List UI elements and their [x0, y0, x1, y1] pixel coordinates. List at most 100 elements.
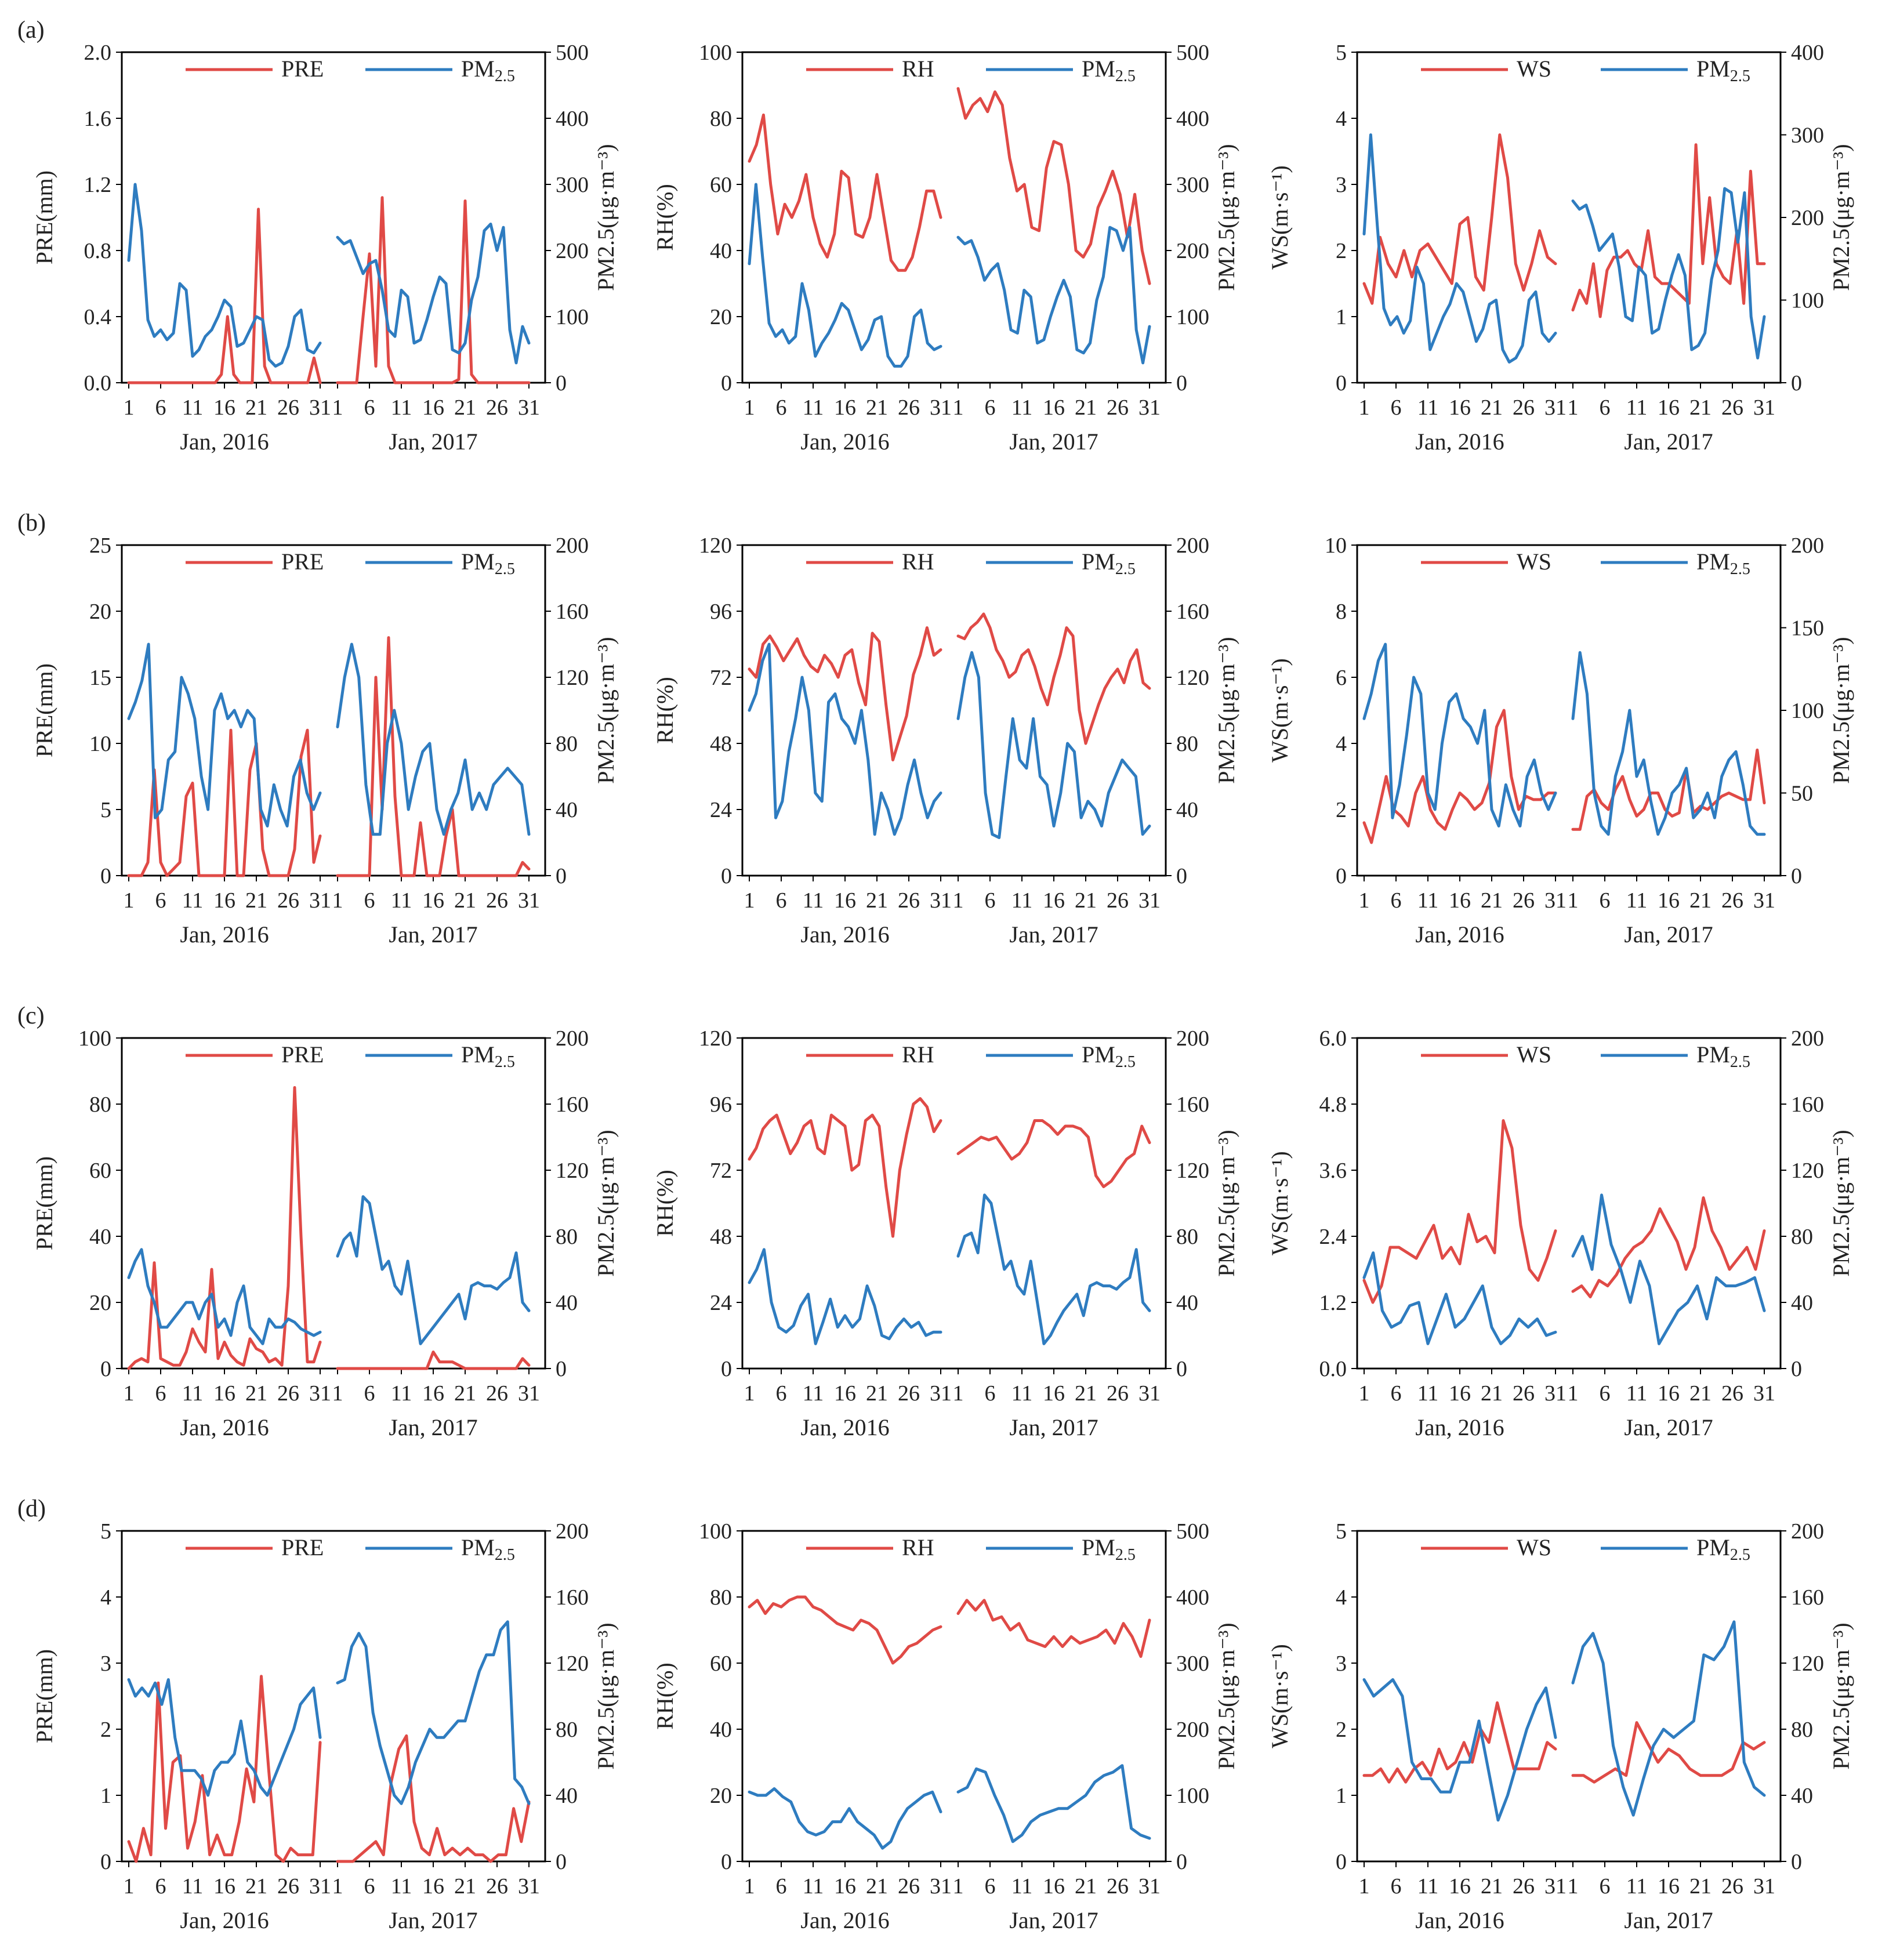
- legend-label-sub: 2.5: [1115, 1546, 1136, 1564]
- legend-label: PM2.5: [461, 56, 515, 85]
- series-line-PM25-2017: [1571, 651, 1766, 836]
- right-axis-label: PM2.5(μg·m⁻³): [1213, 144, 1239, 291]
- x-tick-label: 1: [1359, 1381, 1370, 1406]
- left-tick-label: 2: [1336, 239, 1347, 263]
- legend-label: RH: [902, 1534, 934, 1560]
- x-tick-label: 21: [1689, 1381, 1712, 1406]
- x-caption: Jan, 2016: [180, 429, 269, 455]
- x-tick-label: 31: [518, 1874, 540, 1899]
- x-tick-label: 16: [213, 395, 235, 420]
- x-tick-label: 31: [1753, 1874, 1775, 1899]
- legend-label-sub: 2.5: [1730, 67, 1750, 85]
- x-tick-label: 11: [1011, 888, 1033, 913]
- series-line-PM25-2017: [1571, 1193, 1766, 1345]
- x-tick-label: 6: [1391, 395, 1402, 420]
- x-tick-label: 11: [1011, 1874, 1033, 1899]
- right-tick-label: 80: [1791, 1225, 1813, 1249]
- left-tick-label: 15: [89, 666, 111, 690]
- series-line-PM25-2016: [748, 643, 942, 836]
- x-tick-label: 6: [364, 395, 375, 420]
- x-tick-label: 6: [364, 1874, 375, 1899]
- right-tick-label: 500: [1176, 41, 1209, 65]
- x-tick-label: 6: [985, 1874, 996, 1899]
- x-tick-label: 21: [454, 888, 476, 913]
- legend-label: RH: [902, 1041, 934, 1068]
- right-tick-label: 200: [556, 239, 589, 263]
- left-tick-label: 3: [100, 1652, 111, 1676]
- x-tick-label: 16: [422, 395, 444, 420]
- x-tick-label: 31: [518, 395, 540, 420]
- x-tick-label: 26: [1721, 395, 1743, 420]
- x-caption: Jan, 2017: [1624, 1907, 1713, 1933]
- x-tick-label: 21: [454, 1874, 476, 1899]
- right-tick-label: 200: [556, 1026, 589, 1051]
- right-tick-label: 160: [1176, 600, 1209, 624]
- x-tick-label: 31: [309, 1381, 331, 1406]
- x-caption: Jan, 2016: [180, 1907, 269, 1933]
- x-tick-label: 21: [866, 888, 888, 913]
- x-tick-label: 1: [953, 1874, 964, 1899]
- legend-label-sub: 2.5: [495, 1546, 515, 1564]
- legend-label-main: PM: [1696, 1534, 1730, 1560]
- x-tick-label: 26: [486, 1874, 508, 1899]
- x-tick-label: 31: [930, 1381, 952, 1406]
- legend-label: PRE: [281, 1534, 324, 1560]
- legend-label: PM2.5: [461, 1041, 515, 1071]
- x-tick-label: 11: [1626, 1381, 1648, 1406]
- left-tick-label: 5: [1336, 1519, 1347, 1544]
- legend-label-sub: 2.5: [495, 560, 515, 578]
- x-tick-label: 1: [953, 1381, 964, 1406]
- x-tick-label: 16: [834, 1381, 856, 1406]
- series-line-PRE-2016: [127, 1675, 322, 1863]
- left-tick-label: 4: [1336, 732, 1347, 756]
- x-tick-label: 26: [1107, 888, 1129, 913]
- legend-label: PRE: [281, 56, 324, 82]
- right-tick-label: 160: [1791, 1585, 1824, 1610]
- series-line-WS-2017: [1571, 748, 1766, 831]
- legend-label: PM2.5: [1082, 1534, 1136, 1564]
- left-tick-label: 25: [89, 533, 111, 558]
- x-tick-label: 16: [422, 1381, 444, 1406]
- right-tick-label: 160: [556, 1092, 589, 1117]
- x-tick-label: 6: [155, 1381, 166, 1406]
- series-line-PM25-2016: [127, 1248, 322, 1345]
- series-line-PRE-2016: [127, 1086, 322, 1370]
- x-tick-label: 11: [1417, 1381, 1439, 1406]
- right-tick-label: 200: [1176, 1718, 1209, 1742]
- legend-label: PM2.5: [1696, 1534, 1750, 1564]
- x-tick-label: 16: [422, 888, 444, 913]
- series-line-WS-2016: [1362, 1119, 1557, 1304]
- legend-label-sub: 2.5: [1115, 67, 1136, 85]
- x-tick-label: 6: [1600, 1874, 1611, 1899]
- left-tick-label: 72: [710, 1159, 732, 1183]
- x-tick-label: 1: [124, 1874, 135, 1899]
- series-line-PM25-2017: [1571, 187, 1766, 360]
- x-caption: Jan, 2017: [1009, 921, 1098, 948]
- left-tick-label: 80: [710, 107, 732, 131]
- x-tick-label: 16: [834, 888, 856, 913]
- right-tick-label: 400: [1791, 41, 1824, 65]
- x-tick-label: 1: [332, 395, 343, 420]
- x-caption: Jan, 2017: [1009, 1907, 1098, 1933]
- x-tick-label: 21: [245, 1381, 267, 1406]
- x-caption: Jan, 2017: [389, 921, 477, 948]
- x-tick-label: 6: [155, 395, 166, 420]
- x-tick-label: 26: [486, 395, 508, 420]
- left-tick-label: 0: [1336, 1850, 1347, 1874]
- plot-frame: [121, 1037, 546, 1370]
- x-tick-label: 11: [391, 395, 412, 420]
- right-axis-label: PM2.5(μg·m⁻³): [1828, 1623, 1854, 1769]
- left-tick-label: 2: [1336, 1718, 1347, 1742]
- legend-label-main: PM: [1082, 56, 1115, 82]
- x-tick-label: 1: [1568, 1381, 1579, 1406]
- x-tick-label: 26: [486, 888, 508, 913]
- x-tick-label: 1: [744, 888, 755, 913]
- right-tick-label: 200: [1791, 1519, 1824, 1544]
- chart-panel: 0 20 40 60 80 100 0 100 200 300 400 500 RH(%) PM2.5(μ…: [652, 41, 1239, 455]
- left-tick-label: 8: [1336, 600, 1347, 624]
- right-tick-label: 160: [1791, 1092, 1824, 1117]
- x-tick-label: 11: [803, 1874, 824, 1899]
- series-line-PM25-2017: [336, 222, 531, 365]
- x-tick-label: 1: [124, 888, 135, 913]
- x-tick-label: 1: [332, 1874, 343, 1899]
